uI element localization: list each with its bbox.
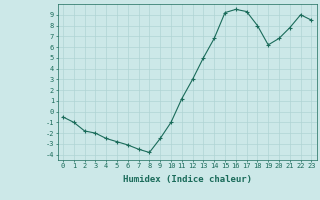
X-axis label: Humidex (Indice chaleur): Humidex (Indice chaleur) — [123, 175, 252, 184]
